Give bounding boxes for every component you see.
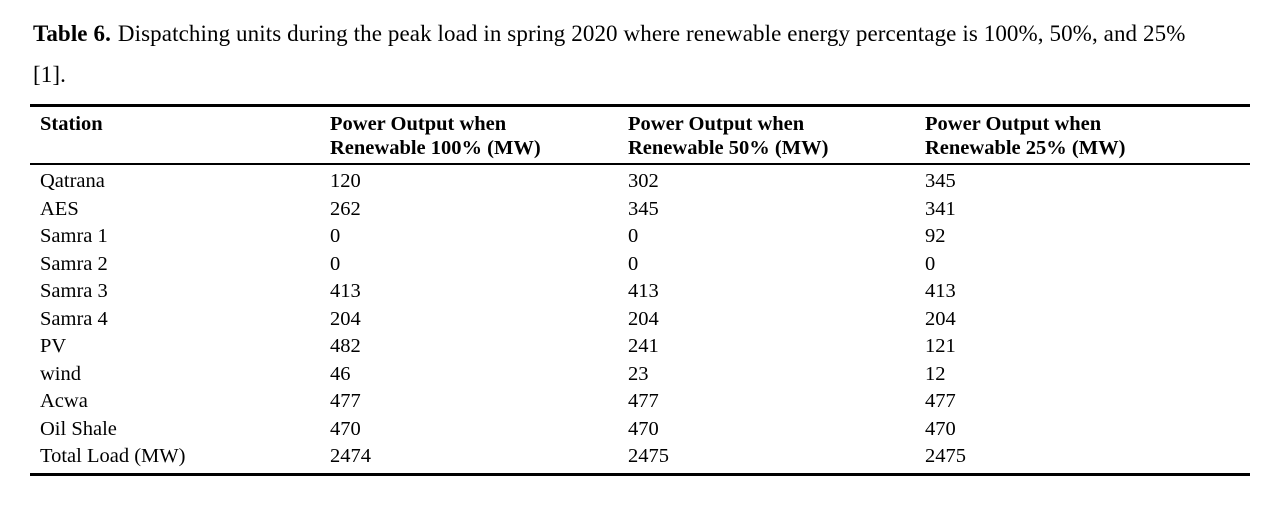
- p100-cell: 120: [330, 170, 361, 192]
- p25-cell: 0: [925, 252, 936, 275]
- p50-cell: 241: [628, 335, 659, 357]
- p50-cell: 23: [628, 362, 649, 385]
- col-header-renewable-50: Power Output when Renewable 50% (MW): [628, 105, 925, 165]
- station-cell: Samra 1: [40, 225, 108, 247]
- table-row-wind: wind 46 23 12: [30, 361, 1250, 389]
- station-cell: AES: [40, 197, 79, 220]
- header-row: Station Power Output when Renewable 100%…: [30, 105, 1250, 165]
- station-cell: Acwa: [40, 390, 88, 412]
- p50-cell: 302: [628, 170, 659, 192]
- p50-cell: 413: [628, 280, 659, 302]
- p25-cell: 413: [925, 280, 956, 302]
- station-cell: wind: [40, 362, 81, 385]
- p25-cell: 92: [925, 225, 946, 247]
- table-caption-label: Table 6.: [33, 21, 111, 46]
- p50-cell: 0: [628, 225, 639, 247]
- p50-cell: 477: [628, 390, 659, 412]
- p100-cell: 413: [330, 280, 361, 302]
- station-cell: Samra 3: [40, 280, 108, 302]
- p100-cell: 204: [330, 307, 361, 330]
- p50-cell: 204: [628, 307, 659, 330]
- col-header-station-line1: Station: [40, 113, 103, 135]
- page: Table 6. Dispatching units during the pea…: [0, 13, 1287, 476]
- p100-cell: 262: [330, 197, 361, 220]
- station-cell: PV: [40, 335, 67, 357]
- p25-cell: 121: [925, 335, 956, 357]
- table-caption: Table 6. Dispatching units during the pea…: [33, 13, 1211, 95]
- p50-cell: 2475: [628, 445, 669, 467]
- p25-cell: 345: [925, 170, 956, 192]
- table-row-oil-shale: Oil Shale 470 470 470: [30, 416, 1250, 444]
- p100-cell: 477: [330, 390, 361, 412]
- p50-cell: 470: [628, 417, 659, 440]
- p100-cell: 0: [330, 252, 341, 275]
- dispatching-units-table: Station Power Output when Renewable 100%…: [30, 104, 1250, 476]
- station-cell: Samra 4: [40, 307, 108, 330]
- p100-cell: 46: [330, 362, 351, 385]
- station-cell: Total Load (MW): [40, 445, 186, 467]
- table-row-acwa: Acwa 477 477 477: [30, 388, 1250, 416]
- station-cell: Oil Shale: [40, 417, 117, 440]
- table-caption-text: Dispatching units during the peak load i…: [33, 21, 1186, 87]
- table-row-samra-3: Samra 3 413 413 413: [30, 278, 1250, 306]
- p100-cell: 2474: [330, 445, 371, 467]
- p100-cell: 470: [330, 417, 361, 440]
- table-row-samra-4: Samra 4 204 204 204: [30, 306, 1250, 334]
- p25-cell: 470: [925, 417, 956, 440]
- p25-cell: 341: [925, 197, 956, 220]
- table-row-total-load: Total Load (MW) 2474 2475 2475: [30, 443, 1250, 474]
- p50-cell: 0: [628, 252, 639, 275]
- table-row-pv: PV 482 241 121: [30, 333, 1250, 361]
- table-row-qatrana: Qatrana 120 302 345: [30, 164, 1250, 196]
- table-row-samra-2: Samra 2 0 0 0: [30, 251, 1250, 279]
- col-header-renewable-25: Power Output when Renewable 25% (MW): [925, 105, 1250, 165]
- station-cell: Samra 2: [40, 252, 108, 275]
- p100-cell: 0: [330, 225, 341, 247]
- p25-cell: 2475: [925, 445, 966, 467]
- p25-cell: 477: [925, 390, 956, 412]
- p100-cell: 482: [330, 335, 361, 357]
- p25-cell: 12: [925, 362, 946, 385]
- table-row-aes: AES 262 345 341: [30, 196, 1250, 224]
- col-header-renewable-100: Power Output when Renewable 100% (MW): [330, 105, 628, 165]
- table-row-samra-1: Samra 1 0 0 92: [30, 223, 1250, 251]
- p50-cell: 345: [628, 197, 659, 220]
- station-cell: Qatrana: [40, 170, 105, 192]
- p25-cell: 204: [925, 307, 956, 330]
- col-header-station: Station: [30, 105, 330, 165]
